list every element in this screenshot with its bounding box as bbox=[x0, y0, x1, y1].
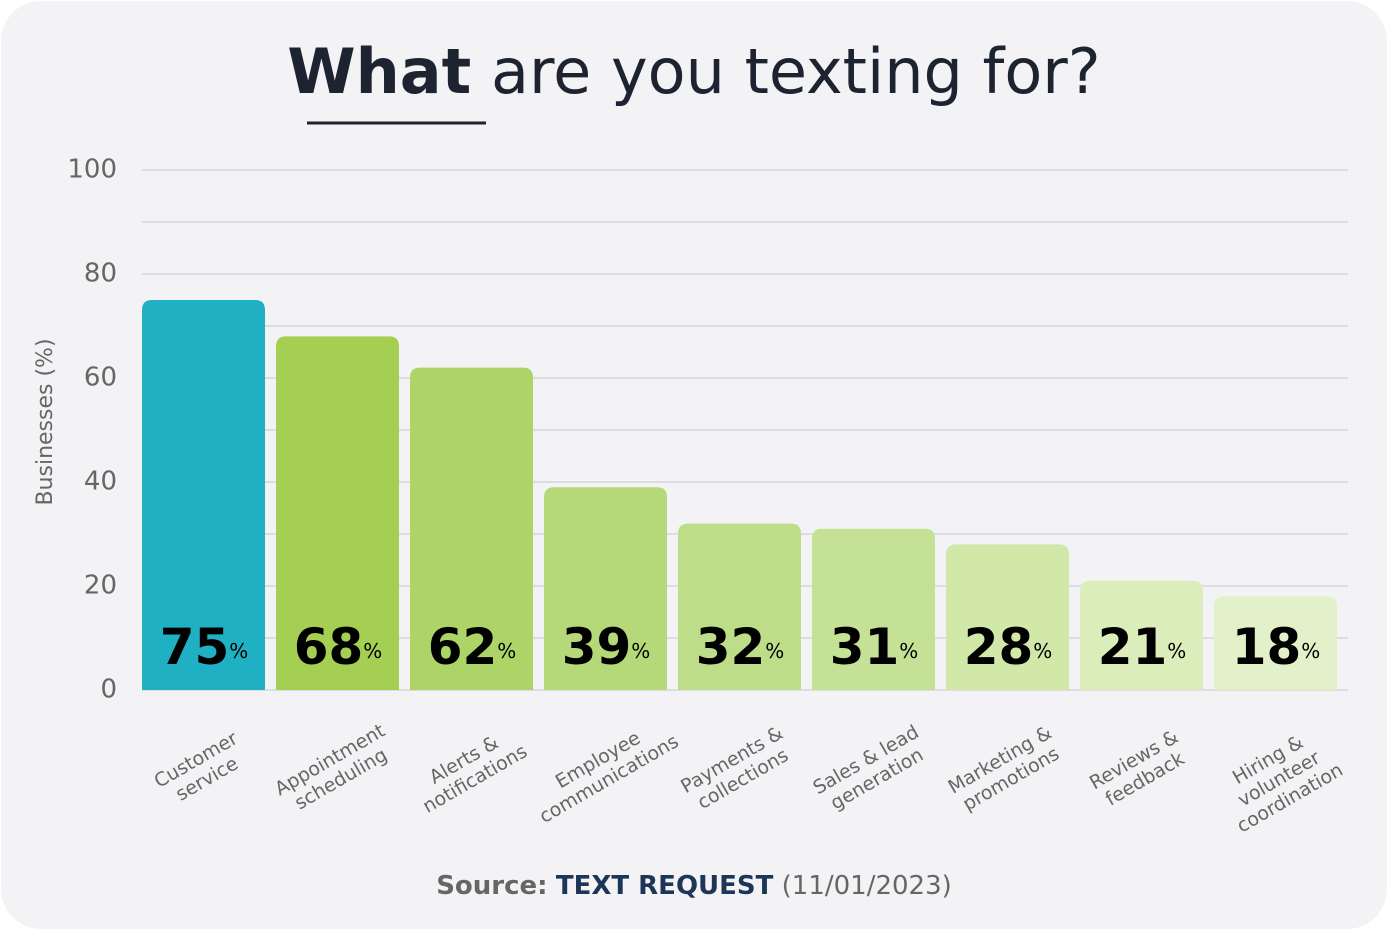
value-label: 28% bbox=[964, 618, 1053, 676]
value-unit: % bbox=[1033, 639, 1052, 663]
bar bbox=[544, 487, 667, 690]
source-date: (11/01/2023) bbox=[782, 871, 952, 901]
bar bbox=[946, 544, 1069, 690]
value-number: 18 bbox=[1232, 618, 1302, 676]
source-name: TEXT REQUEST bbox=[556, 871, 774, 901]
source: Source: TEXT REQUEST (11/01/2023) bbox=[436, 871, 952, 901]
value-label: 32% bbox=[696, 618, 785, 676]
value-unit: % bbox=[899, 639, 918, 663]
value-unit: % bbox=[1301, 639, 1320, 663]
value-label: 68% bbox=[294, 618, 383, 676]
bar bbox=[276, 336, 399, 690]
title-text: are you texting for? bbox=[491, 35, 1101, 108]
bar bbox=[678, 523, 801, 690]
y-tick-label: 0 bbox=[100, 675, 117, 705]
value-number: 28 bbox=[964, 618, 1034, 676]
value-number: 32 bbox=[696, 618, 766, 676]
value-unit: % bbox=[497, 639, 516, 663]
value-label: 21% bbox=[1098, 618, 1187, 676]
value-unit: % bbox=[765, 639, 784, 663]
bar bbox=[142, 300, 265, 690]
value-label: 18% bbox=[1232, 618, 1321, 676]
value-label: 31% bbox=[830, 618, 919, 676]
value-label: 75% bbox=[160, 618, 249, 676]
value-unit: % bbox=[229, 639, 248, 663]
chart-title: What are you texting for? bbox=[287, 35, 1100, 108]
title-bold: What bbox=[287, 35, 471, 108]
bar bbox=[812, 528, 935, 690]
value-unit: % bbox=[631, 639, 650, 663]
value-number: 31 bbox=[830, 618, 900, 676]
value-label: 62% bbox=[428, 618, 517, 676]
y-tick-label: 60 bbox=[84, 363, 117, 393]
bar bbox=[1214, 596, 1337, 690]
value-number: 62 bbox=[428, 618, 498, 676]
y-tick-label: 100 bbox=[67, 155, 117, 185]
value-number: 75 bbox=[160, 618, 230, 676]
y-axis-label: Businesses (%) bbox=[33, 338, 58, 505]
value-label: 39% bbox=[562, 618, 651, 676]
source-label: Source: bbox=[436, 871, 547, 901]
bar bbox=[1080, 580, 1203, 690]
y-tick-label: 20 bbox=[84, 571, 117, 601]
bar bbox=[410, 367, 533, 690]
value-number: 68 bbox=[294, 618, 364, 676]
y-tick-label: 40 bbox=[84, 467, 117, 497]
value-unit: % bbox=[1167, 639, 1186, 663]
title-rest bbox=[471, 35, 491, 108]
value-number: 39 bbox=[562, 618, 632, 676]
y-tick-label: 80 bbox=[84, 259, 117, 289]
value-unit: % bbox=[363, 639, 382, 663]
value-number: 21 bbox=[1098, 618, 1168, 676]
